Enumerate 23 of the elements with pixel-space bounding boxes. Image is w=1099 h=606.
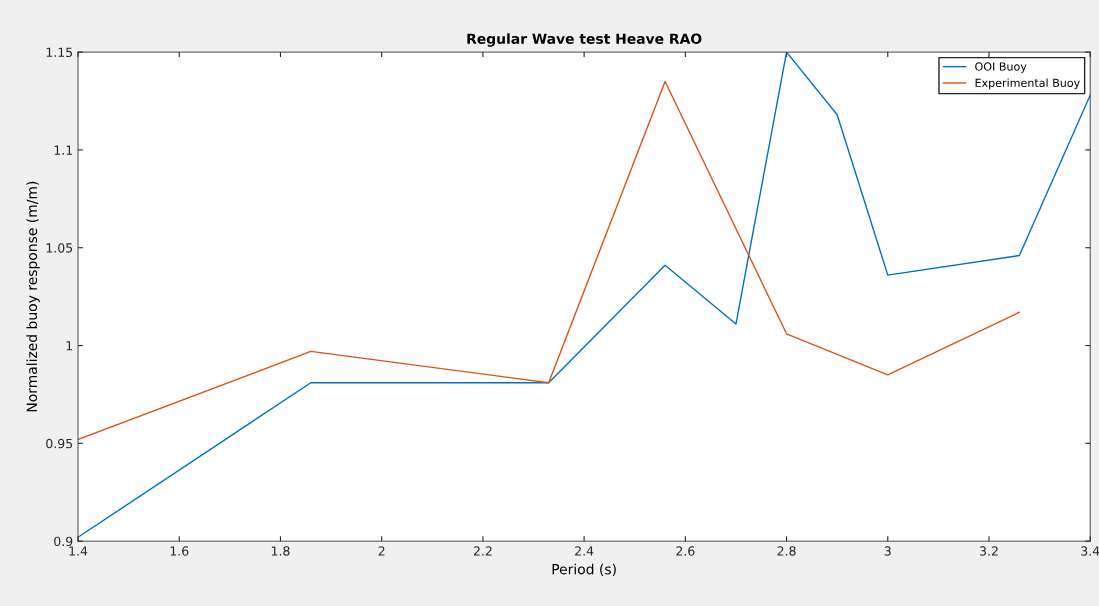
- y-tick-label: 1.15: [46, 47, 73, 58]
- x-tick-label: 3: [884, 546, 891, 556]
- x-tick-label: 3.2: [980, 546, 998, 556]
- y-tick-label: 0.95: [46, 438, 73, 449]
- x-tick-label: 2.2: [473, 546, 492, 556]
- line-series: [78, 52, 1091, 538]
- legend-label: OOI Buoy: [975, 62, 1027, 73]
- y-tick-label: 0.9: [54, 536, 73, 547]
- y-tick-label: 1.05: [46, 243, 73, 253]
- x-tick-label: 2.8: [777, 546, 796, 556]
- x-tick-label: 2: [378, 546, 385, 556]
- y-axis-title: Normalized buoy response (m/m): [26, 181, 40, 412]
- x-axis-title: Period (s): [552, 563, 616, 577]
- x-tick-label: 1.4: [69, 546, 88, 556]
- chart-title: Regular Wave test Heave RAO: [467, 33, 702, 47]
- x-tick-label: 1.6: [170, 546, 189, 556]
- x-tick-label: 2.4: [575, 546, 594, 556]
- x-tick-label: 3.4: [1081, 546, 1099, 556]
- y-tick-label: 1.1: [54, 145, 73, 155]
- x-tick-label: 1.8: [271, 546, 290, 556]
- x-tick-label: 2.6: [676, 546, 695, 556]
- legend-label: Experimental Buoy: [975, 78, 1080, 90]
- y-tick-label: 1: [66, 341, 73, 351]
